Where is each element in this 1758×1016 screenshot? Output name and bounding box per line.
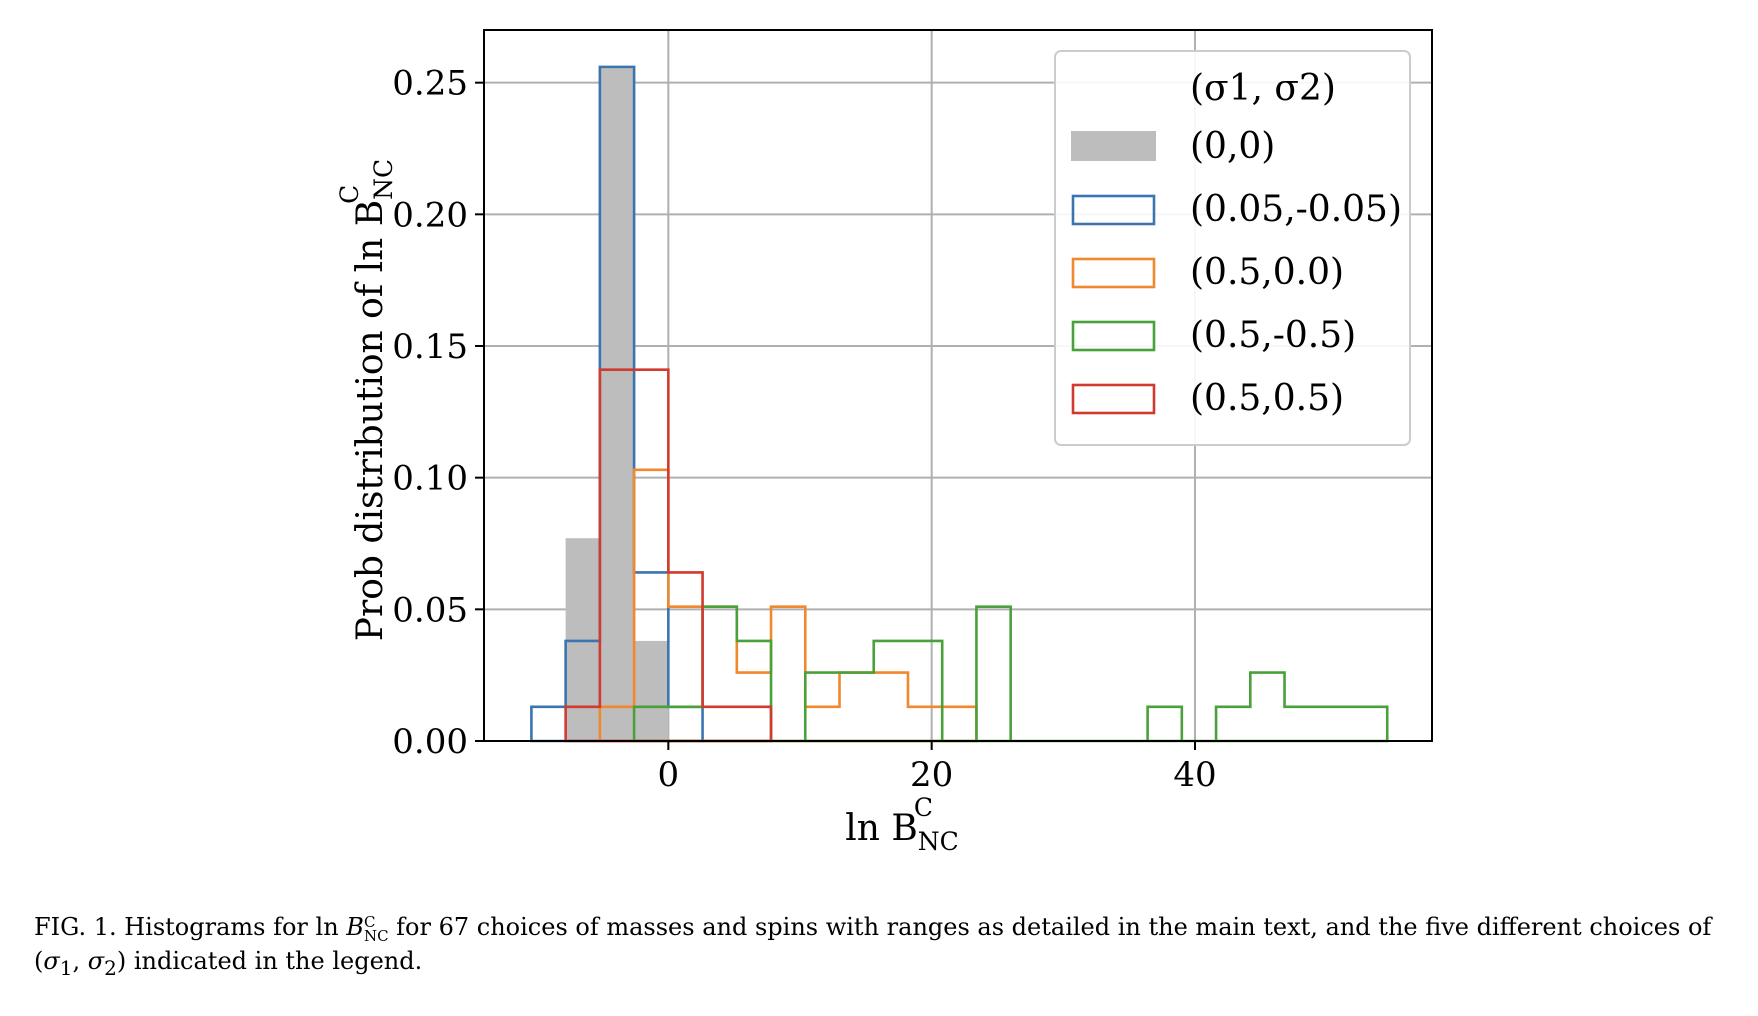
y-axis-title-sup: C	[335, 185, 364, 204]
x-tick-label: 20	[910, 755, 953, 795]
histogram-step-series	[598, 468, 978, 743]
legend-swatch	[1071, 257, 1156, 289]
y-tick-label: 0.00	[392, 722, 468, 762]
y-axis-title-main: Prob distribution of ln B	[350, 200, 391, 641]
caption-sigma2: σ	[87, 947, 105, 975]
caption-sub: NC	[363, 926, 389, 945]
legend-items: (0,0) (0.05,-0.05) (0.5,0.0) (0.5,-0.5) (0.5…	[1071, 126, 1402, 419]
caption-sigma2-sub: 2	[104, 955, 117, 980]
caption-sigma1: σ	[43, 947, 60, 975]
legend-label: (0,0)	[1190, 126, 1275, 167]
legend-swatch	[1071, 320, 1156, 352]
y-tick-label: 0.10	[392, 459, 468, 499]
y-tick-label: 0.15	[392, 327, 468, 367]
x-tick-label: 40	[1173, 755, 1216, 795]
histogram-bars	[530, 65, 1389, 743]
y-axis: 0.00 0.05 0.10 0.15 0.20 0.25	[392, 64, 484, 762]
y-tick-label: 0.25	[392, 64, 468, 104]
y-tick-label: 0.05	[392, 590, 468, 630]
legend: (σ1, σ2) (0,0) (0.05,-0.05) (0.5,0.0) (0.5,…	[1054, 50, 1411, 446]
plot-background	[0, 0, 1758, 900]
x-tick-label: 0	[658, 755, 680, 795]
legend-label: (0.5,0.0)	[1190, 252, 1344, 293]
histogram-bar	[599, 66, 635, 741]
caption-symbol-b: B	[346, 913, 364, 941]
histogram-bar	[565, 538, 600, 741]
y-axis-title: Prob distribution of ln BNC C	[335, 159, 398, 641]
x-axis-title-sub: NC	[918, 827, 959, 856]
legend-swatch	[1071, 383, 1156, 415]
histogram-bar	[634, 640, 669, 741]
x-axis-title: ln BNC C	[845, 793, 959, 856]
x-axis: 0 20 40	[658, 741, 1217, 795]
legend-swatch	[1071, 131, 1156, 161]
caption-sigma1-sub: 1	[59, 955, 73, 980]
x-axis-title-main: ln B	[845, 808, 918, 849]
caption-sup: C	[363, 912, 376, 931]
histogram-chart: 0.000.050.100.150.200.25 0 20 40 ln BNCC P…	[0, 0, 1758, 900]
y-axis-title-sub: NC	[369, 159, 398, 200]
caption-text-3: ) indicated in the legend.	[116, 947, 423, 975]
legend-title: (σ1, σ2)	[1190, 68, 1336, 109]
legend-label: (0.5,0.5)	[1190, 378, 1344, 419]
legend-label: (0.5,-0.5)	[1190, 315, 1356, 356]
y-tick-label: 0.20	[392, 195, 468, 235]
legend-swatch	[1071, 194, 1156, 226]
figure-caption: FIG. 1. Histograms for ln B C NC for 67 ch…	[34, 910, 1734, 985]
plot-frame	[483, 29, 1433, 742]
histogram-step-series	[564, 368, 773, 743]
caption-sub-sup: C NC	[363, 912, 389, 945]
x-axis-title-sup: C	[914, 793, 933, 822]
caption-text-2: for 67 choices of masses and spins with …	[34, 913, 1712, 975]
legend-label: (0.05,-0.05)	[1190, 189, 1402, 230]
caption-text-1: FIG. 1. Histograms for ln	[34, 913, 347, 941]
caption-comma: ,	[72, 947, 88, 975]
